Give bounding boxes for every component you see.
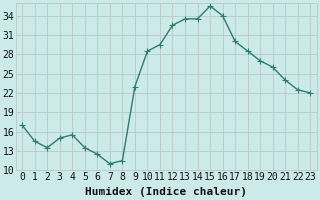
X-axis label: Humidex (Indice chaleur): Humidex (Indice chaleur) xyxy=(85,187,247,197)
